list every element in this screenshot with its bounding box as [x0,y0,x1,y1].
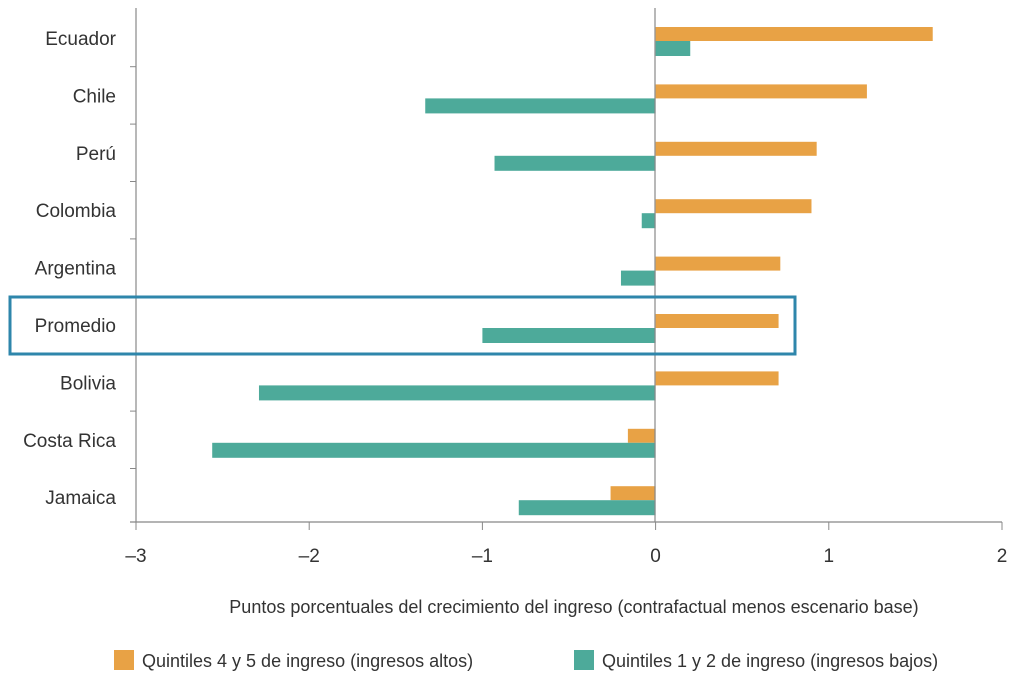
category-label: Argentina [35,259,117,280]
x-tick-label: –1 [472,546,493,567]
category-label: Perú [76,144,116,165]
bar-low-income-ecuador [655,41,691,56]
x-tick-label: 2 [997,546,1008,567]
bar-low-income-promedio [482,328,656,343]
bar-low-income-chile [425,98,656,114]
bar-high-income-perú [655,141,817,156]
x-tick-label: –2 [299,546,320,567]
category-label: Promedio [35,316,116,337]
x-tick-label: 0 [650,546,661,567]
legend-swatch-high-income [114,650,134,670]
bar-low-income-perú [494,155,656,171]
x-axis-label: Puntos porcentuales del crecimiento del … [229,597,918,617]
category-label: Colombia [36,201,117,222]
highlight-box-promedio [8,295,797,356]
bar-low-income-costa-rica [212,442,656,458]
legend-label-low-income: Quintiles 1 y 2 de ingreso (ingresos baj… [602,651,938,671]
bar-low-income-argentina [620,270,656,286]
bar-high-income-jamaica [610,486,656,501]
category-label: Bolivia [60,373,116,394]
category-label: Chile [73,86,116,107]
x-tick-label: –3 [125,546,146,567]
bar-high-income-promedio [655,314,779,328]
bar-low-income-jamaica [518,500,656,516]
category-label: Ecuador [45,29,116,50]
bar-high-income-argentina [655,256,781,271]
bar-high-income-bolivia [655,371,779,386]
category-label: Jamaica [45,488,116,509]
bar-high-income-ecuador [655,27,933,41]
bar-high-income-costa-rica [627,428,656,443]
legend-swatch-low-income [574,650,594,670]
category-label: Costa Rica [23,431,116,452]
bar-high-income-chile [655,84,867,99]
legend-label-high-income: Quintiles 4 y 5 de ingreso (ingresos alt… [142,651,473,671]
bar-low-income-colombia [641,213,656,229]
bar-low-income-bolivia [258,385,656,401]
legend: Quintiles 4 y 5 de ingreso (ingresos alt… [114,650,938,671]
x-tick-label: 1 [824,546,835,567]
bar-high-income-colombia [655,199,812,214]
